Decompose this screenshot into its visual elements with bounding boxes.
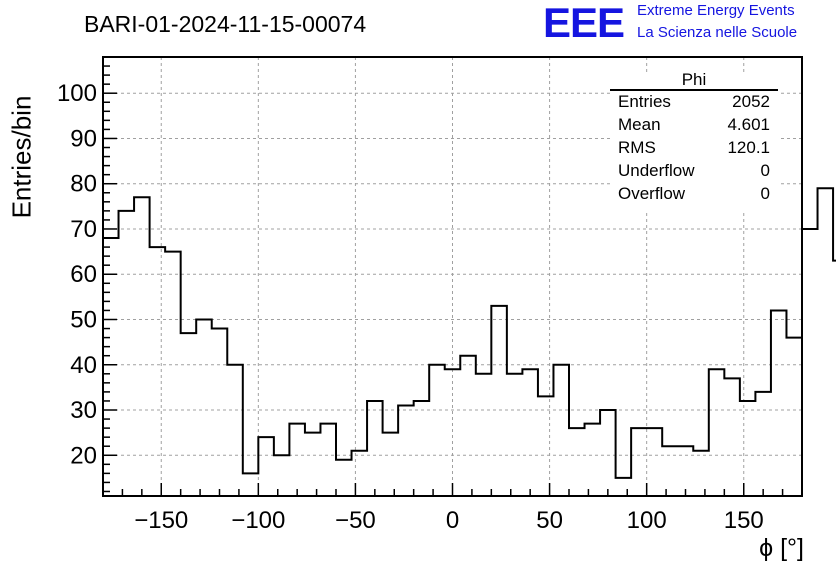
histogram-bin xyxy=(165,252,181,496)
x-tick-label: 0 xyxy=(446,507,459,534)
y-tick-label: 40 xyxy=(70,352,97,379)
stat-row-overflow: Overflow 0 xyxy=(618,184,770,206)
histogram-bin xyxy=(693,451,709,496)
histogram-bin xyxy=(507,374,523,496)
histogram-bin xyxy=(818,188,834,496)
stat-row-entries: Entries 2052 xyxy=(618,92,770,114)
histogram-bin xyxy=(134,197,150,496)
stat-value: 4.601 xyxy=(727,115,770,134)
histogram-bin xyxy=(709,369,725,496)
chart-title: BARI-01-2024-11-15-00074 xyxy=(84,11,367,37)
histogram-bin xyxy=(569,428,585,496)
histogram-bin xyxy=(352,451,368,496)
histogram-bin xyxy=(522,369,538,496)
stat-value: 120.1 xyxy=(727,138,770,157)
histogram-bin xyxy=(802,229,818,496)
histogram-bin xyxy=(243,473,259,496)
stat-key: Entries xyxy=(618,92,671,111)
histogram-bin xyxy=(647,428,663,496)
histogram-bin xyxy=(585,424,601,496)
histogram-bin xyxy=(445,369,461,496)
histogram-bin xyxy=(150,247,166,496)
histogram-bin xyxy=(227,365,243,496)
stat-key: RMS xyxy=(618,138,656,157)
x-tick-label: −50 xyxy=(335,507,376,534)
stat-key: Mean xyxy=(618,115,661,134)
y-tick-label: 50 xyxy=(70,306,97,333)
logo-line-2: La Scienza nelle Scuole xyxy=(637,24,798,41)
y-tick-label: 60 xyxy=(70,261,97,288)
logo-line-1: Extreme Energy Events xyxy=(637,2,795,19)
histogram-bin xyxy=(336,460,352,496)
histogram-bin xyxy=(212,329,228,496)
x-tick-label: 100 xyxy=(627,507,667,534)
stats-box: Phi Entries 2052 Mean 4.601 RMS 120.1 Un… xyxy=(610,70,778,210)
histogram-bin xyxy=(771,310,787,496)
histogram-bin xyxy=(491,306,507,496)
y-tick-label: 90 xyxy=(70,125,97,152)
histogram-bin xyxy=(103,238,119,496)
histogram-bin xyxy=(616,478,632,496)
histogram-bin xyxy=(367,401,383,496)
histogram-outline xyxy=(103,187,836,479)
histogram-bin xyxy=(553,365,569,496)
histogram-bin xyxy=(414,401,430,496)
y-tick-label: 20 xyxy=(70,442,97,469)
stat-value: 0 xyxy=(760,161,770,180)
x-axis-label: ϕ [°] xyxy=(759,534,804,562)
eee-logo: EEE xyxy=(543,0,625,46)
histogram-bin xyxy=(429,365,445,496)
histogram-bin xyxy=(119,211,135,496)
stat-row-mean: Mean 4.601 xyxy=(618,115,770,137)
stat-value: 2052 xyxy=(732,92,770,111)
x-tick-label: 150 xyxy=(724,507,764,534)
stat-row-underflow: Underflow 0 xyxy=(618,161,770,183)
histogram-bin xyxy=(398,405,414,496)
stats-divider xyxy=(610,89,778,91)
stat-row-rms: RMS 120.1 xyxy=(618,138,770,160)
histogram-bin xyxy=(662,446,678,496)
histogram-bin xyxy=(786,338,802,496)
histogram-bin xyxy=(289,424,305,496)
y-tick-label: 80 xyxy=(70,171,97,198)
histogram-bin xyxy=(181,333,197,496)
histogram-bin xyxy=(600,410,616,496)
histogram-bin xyxy=(320,424,336,496)
histogram-bin xyxy=(383,433,399,496)
histogram-bin xyxy=(755,392,771,496)
stat-value: 0 xyxy=(760,184,770,203)
x-tick-label: 50 xyxy=(536,507,563,534)
x-tick-label: −100 xyxy=(231,507,285,534)
y-tick-label: 100 xyxy=(57,80,97,107)
histogram-bin xyxy=(460,356,476,496)
histogram-bin xyxy=(724,378,740,496)
y-axis-label-text: Entries/bin xyxy=(6,95,37,219)
histogram-bin xyxy=(305,433,321,496)
histogram-bin xyxy=(274,455,290,496)
histogram-bin xyxy=(196,319,212,496)
histogram-bin xyxy=(476,374,492,496)
stats-title: Phi xyxy=(681,70,707,89)
y-tick-label: 70 xyxy=(70,216,97,243)
histogram-bin xyxy=(740,401,756,496)
histogram-bin xyxy=(631,428,647,496)
y-axis-label: Entries/bin xyxy=(2,96,42,219)
histogram-bin xyxy=(678,446,694,496)
histogram-bin xyxy=(538,396,554,496)
histogram-bin xyxy=(258,437,274,496)
stat-key: Underflow xyxy=(618,161,695,180)
y-tick-label: 30 xyxy=(70,397,97,424)
x-tick-label: −150 xyxy=(134,507,188,534)
stat-key: Overflow xyxy=(618,184,686,203)
